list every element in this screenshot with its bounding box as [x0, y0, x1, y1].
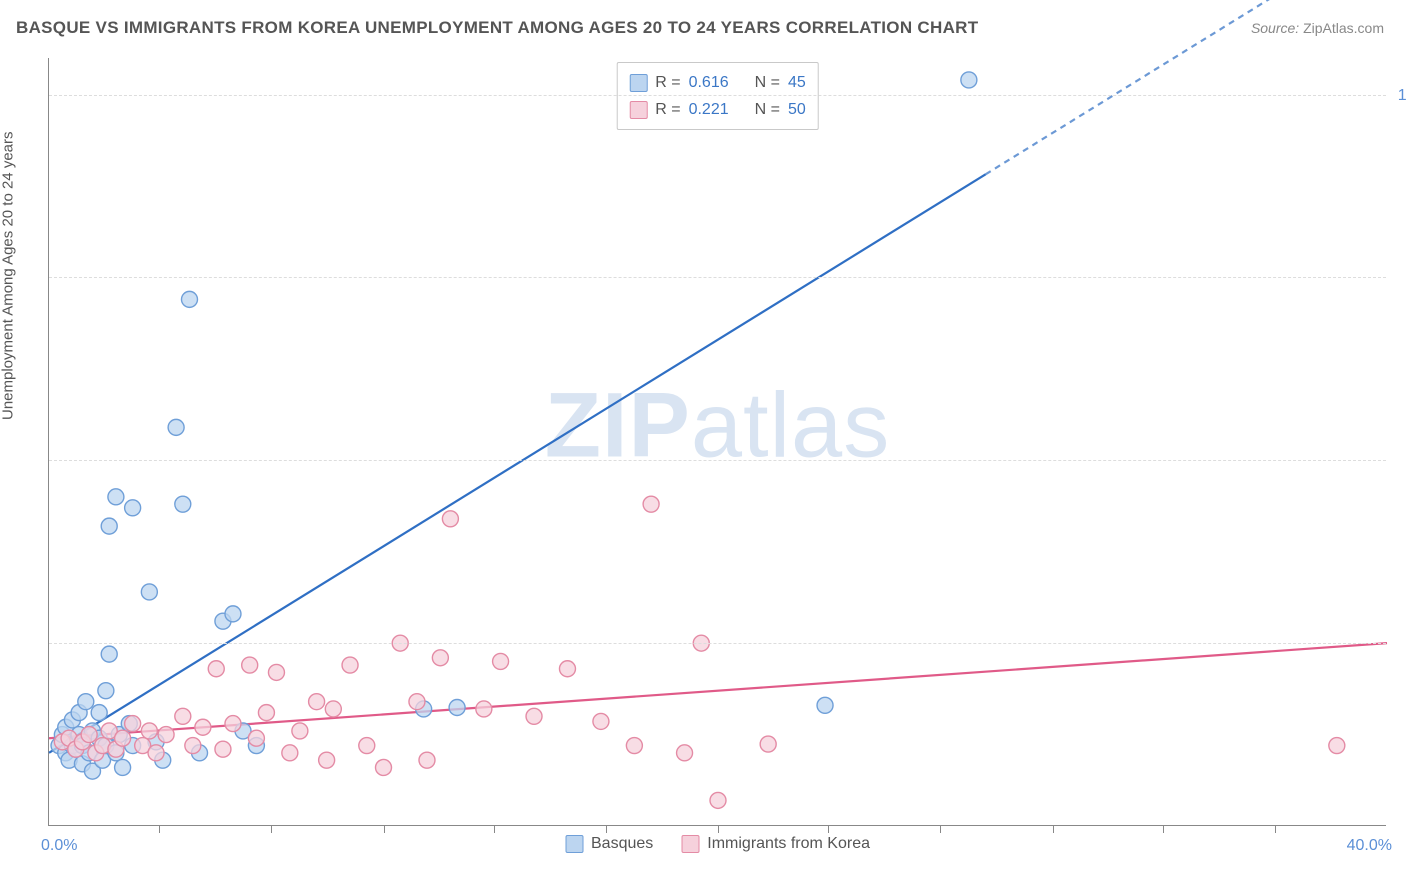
- x-tick: [494, 825, 495, 833]
- gridline: 100.0%: [49, 95, 1386, 96]
- legend-item-basques: Basques: [565, 835, 653, 853]
- legend-item-korea: Immigrants from Korea: [681, 835, 870, 853]
- legend-label-korea: Immigrants from Korea: [707, 835, 870, 853]
- chart-container: BASQUE VS IMMIGRANTS FROM KOREA UNEMPLOY…: [0, 0, 1406, 892]
- x-end-label: 40.0%: [1347, 837, 1392, 855]
- x-tick: [1163, 825, 1164, 833]
- gridline: 75.0%: [49, 277, 1386, 278]
- gridline: 25.0%: [49, 643, 1386, 644]
- x-tick: [940, 825, 941, 833]
- source-label: Source:: [1251, 20, 1299, 36]
- x-tick: [606, 825, 607, 833]
- x-tick: [718, 825, 719, 833]
- y-axis-label: Unemployment Among Ages 20 to 24 years: [0, 131, 17, 420]
- x-tick: [159, 825, 160, 833]
- legend-label-basques: Basques: [591, 835, 653, 853]
- gridline: 50.0%: [49, 460, 1386, 461]
- y-tick-label: 100.0%: [1398, 87, 1406, 105]
- x-tick: [1275, 825, 1276, 833]
- legend-swatch-basques: [565, 835, 583, 853]
- legend-swatch-korea: [681, 835, 699, 853]
- source-attribution: Source: ZipAtlas.com: [1251, 20, 1384, 36]
- legend-bottom: Basques Immigrants from Korea: [565, 835, 870, 853]
- chart-svg: [49, 58, 1386, 825]
- x-origin-label: 0.0%: [41, 837, 77, 855]
- plot-area: ZIPatlas R = 0.616 N = 45 R = 0.221 N = …: [48, 58, 1386, 826]
- chart-title: BASQUE VS IMMIGRANTS FROM KOREA UNEMPLOY…: [16, 18, 978, 38]
- source-value: ZipAtlas.com: [1303, 20, 1384, 36]
- x-tick: [271, 825, 272, 833]
- x-tick: [828, 825, 829, 833]
- x-tick: [384, 825, 385, 833]
- x-tick: [1053, 825, 1054, 833]
